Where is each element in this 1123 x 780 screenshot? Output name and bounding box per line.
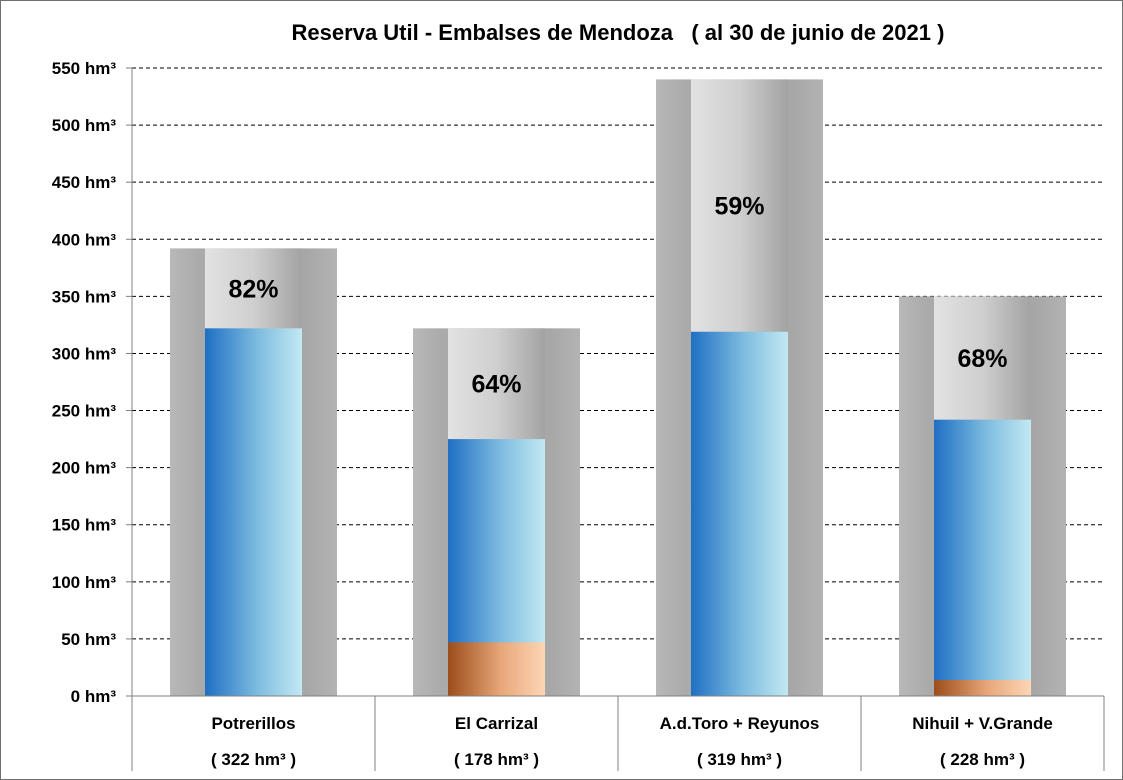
category-label: A.d.Toro + Reyunos: [660, 714, 820, 733]
stored-volume-bar: [205, 328, 302, 696]
y-tick-label: 100 hm³: [52, 573, 117, 592]
y-tick-label: 50 hm³: [61, 630, 116, 649]
y-tick-label: 500 hm³: [52, 116, 117, 135]
stored-volume-bar: [691, 331, 788, 696]
reservoir-bar-group: 64%: [413, 328, 580, 696]
y-tick-label: 550 hm³: [52, 59, 117, 78]
dead-volume-bar: [934, 680, 1031, 696]
category-sublabel: ( 178 hm³ ): [454, 750, 539, 769]
percent-label: 82%: [228, 275, 278, 303]
category-label: Nihuil + V.Grande: [912, 714, 1053, 733]
bars: 82% 64% 59% 68%: [170, 79, 1066, 696]
x-axis-labels: Potrerillos ( 322 hm³ ) El Carrizal ( 178 h…: [211, 714, 1053, 769]
percent-label: 68%: [957, 345, 1007, 373]
y-axis-ticks: 0 hm³ 50 hm³ 100 hm³ 150 hm³ 200 hm³ 250 hm³ 3…: [52, 59, 132, 706]
y-tick-label: 300 hm³: [52, 344, 117, 363]
y-tick-label: 400 hm³: [52, 230, 117, 249]
category-sublabel: ( 319 hm³ ): [697, 750, 782, 769]
stored-volume-bar: [934, 419, 1031, 696]
category-sublabel: ( 322 hm³ ): [211, 750, 296, 769]
category-label: El Carrizal: [455, 714, 538, 733]
axes: [131, 68, 1105, 771]
percent-label: 64%: [471, 371, 521, 399]
y-tick-label: 150 hm³: [52, 516, 117, 535]
percent-label: 59%: [714, 193, 764, 221]
y-tick-label: 250 hm³: [52, 402, 117, 421]
y-tick-label: 350 hm³: [52, 287, 117, 306]
y-tick-label: 0 hm³: [71, 687, 117, 706]
dead-volume-bar: [448, 642, 545, 696]
reservoir-bar-group: 59%: [656, 79, 823, 696]
y-tick-label: 200 hm³: [52, 459, 117, 478]
y-tick-label: 450 hm³: [52, 173, 117, 192]
category-sublabel: ( 228 hm³ ): [940, 750, 1025, 769]
reservoir-bar-group: 68%: [899, 296, 1066, 696]
reservoir-bar-group: 82%: [170, 248, 337, 696]
category-label: Potrerillos: [211, 714, 295, 733]
chart-title: Reserva Util - Embalses de Mendoza ( al …: [292, 20, 945, 45]
